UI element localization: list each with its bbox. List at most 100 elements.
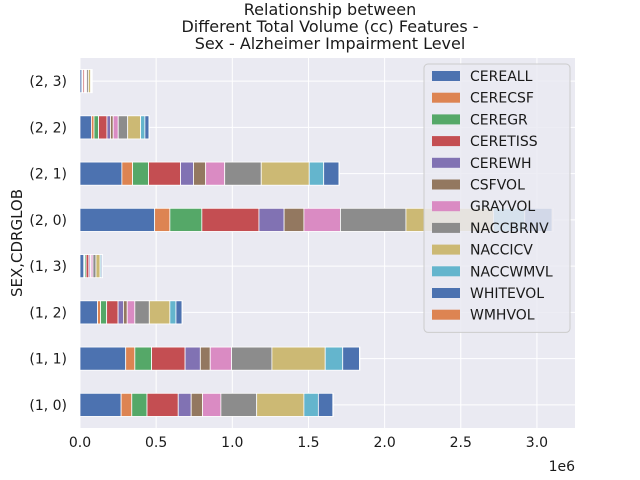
legend-swatch-ceretiss (432, 136, 460, 147)
bar-cerecsf (120, 392, 133, 417)
bar-cereall (79, 300, 98, 325)
bar-cerewh (180, 161, 194, 186)
bar-whitevol (317, 392, 334, 417)
bar-cerewh (184, 346, 201, 371)
x-tick-label: 1.5 (297, 435, 319, 451)
legend-label-whitevol: WHITEVOL (470, 286, 544, 302)
bar-ceretiss (106, 300, 119, 325)
legend-swatch-grayvol (432, 201, 460, 212)
y-tick-label: (1, 3) (29, 259, 67, 275)
bar-grayvol (303, 207, 341, 232)
x-tick-labels: 0.0 0.5 1.0 1.5 2.0 2.5 3.0 (69, 435, 548, 451)
legend-label-cereall: CEREALL (470, 69, 533, 85)
x-tick-label: 1.0 (221, 435, 243, 451)
bar-csfvol (190, 392, 204, 417)
bar-naccbrnv (231, 346, 273, 371)
bar-cerewh (177, 392, 192, 417)
bar-whitevol (323, 161, 340, 186)
bar-naccicv (95, 254, 101, 279)
bar-naccwmvl (169, 300, 177, 325)
bar-ceregr (131, 392, 148, 417)
bar-cerecsf (97, 300, 101, 325)
bar-cereall (79, 207, 156, 232)
y-tick-label: (1, 2) (29, 305, 67, 321)
bar-naccicv (148, 300, 171, 325)
bar-ceretiss (98, 115, 108, 140)
bar-ceretiss (148, 161, 181, 186)
x-tick-label: 2.0 (373, 435, 395, 451)
bar-naccwmvl (140, 115, 146, 140)
chart-title-line: Relationship between (244, 0, 417, 19)
bar-grayvol (202, 392, 222, 417)
bar-ceregr (100, 300, 108, 325)
legend-swatch-csfvol (432, 179, 460, 190)
legend-label-naccbrnv: NACCBRNV (470, 221, 549, 237)
bar-naccbrnv (224, 161, 262, 186)
bar-ceretiss (146, 392, 179, 417)
bars (79, 69, 554, 417)
legend-label-cerewh: CEREWH (470, 156, 532, 172)
y-tick-label: (1, 0) (29, 398, 67, 414)
y-tick-label: (1, 1) (29, 352, 67, 368)
bar-csfvol (110, 115, 114, 140)
bar-naccicv (260, 161, 310, 186)
legend-label-naccicv: NACCICV (470, 243, 533, 259)
legend-label-naccwmvl: NACCWMVL (470, 264, 553, 280)
bar-grayvol (205, 161, 226, 186)
x-axis-offset-label: 1e6 (549, 459, 576, 475)
y-tick-label: (2, 1) (29, 167, 67, 183)
bar-csfvol (283, 207, 305, 232)
bar-csfvol (199, 346, 211, 371)
bar-ceretiss (201, 207, 260, 232)
bar-cerecsf (154, 207, 171, 232)
y-tick-label: (2, 0) (29, 213, 67, 229)
legend-label-ceregr: CEREGR (470, 112, 528, 128)
x-tick-label: 3.0 (526, 435, 548, 451)
bar-naccbrnv (92, 254, 97, 279)
bar-naccicv (256, 392, 305, 417)
bar-cereall (79, 392, 122, 417)
bar-cerecsf (125, 346, 136, 371)
bar-grayvol (112, 115, 119, 140)
legend-swatch-cerecsf (432, 92, 460, 103)
legend-label-wmhvol: WMHVOL (470, 308, 535, 324)
bar-cerewh (258, 207, 285, 232)
legend-label-cerecsf: CERECSF (470, 91, 534, 107)
x-tick-label: 0.5 (145, 435, 167, 451)
bar-whitevol (144, 115, 150, 140)
bar-whitevol (342, 346, 360, 371)
legend-swatch-wmhvol (432, 309, 460, 320)
x-tick-label: 2.5 (450, 435, 472, 451)
bar-naccwmvl (303, 392, 319, 417)
legend-label-csfvol: CSFVOL (470, 178, 525, 194)
y-tick-label: (2, 2) (29, 120, 67, 136)
legend-swatch-naccicv (432, 244, 460, 255)
bar-naccbrnv (340, 207, 407, 232)
x-tick-label: 0.0 (69, 435, 91, 451)
bar-whitevol (175, 300, 183, 325)
legend-swatch-ceregr (432, 114, 460, 125)
bar-naccicv (127, 115, 142, 140)
bar-cereall (79, 115, 92, 140)
legend-label-grayvol: GRAYVOL (470, 199, 535, 215)
bar-cerewh (117, 300, 124, 325)
bar-cereall (79, 254, 85, 279)
bar-cereall (79, 346, 127, 371)
bar-ceregr (132, 161, 149, 186)
legend: CEREALL CERECSF CEREGR CERETISS CEREWH CSFVOL… (423, 63, 571, 333)
bar-naccwmvl (308, 161, 325, 186)
legend-swatch-cereall (432, 71, 460, 81)
y-tick-label: (2, 3) (29, 74, 67, 90)
chart-title-line: Sex - Alzheimer Impairment Level (195, 34, 466, 53)
bar-ceretiss (151, 346, 186, 371)
bar-naccbrnv (134, 300, 150, 325)
bar-cerecsf (121, 161, 133, 186)
bar-cereall (79, 161, 123, 186)
bar-naccicv (271, 346, 326, 371)
bar-naccbrnv (117, 115, 129, 140)
bar-grayvol (126, 300, 136, 325)
bar-csfvol (123, 300, 128, 325)
legend-swatch-cerewh (432, 157, 460, 168)
bar-ceretiss (85, 254, 90, 279)
chart-title-line: Different Total Volume (cc) Features - (181, 17, 478, 36)
